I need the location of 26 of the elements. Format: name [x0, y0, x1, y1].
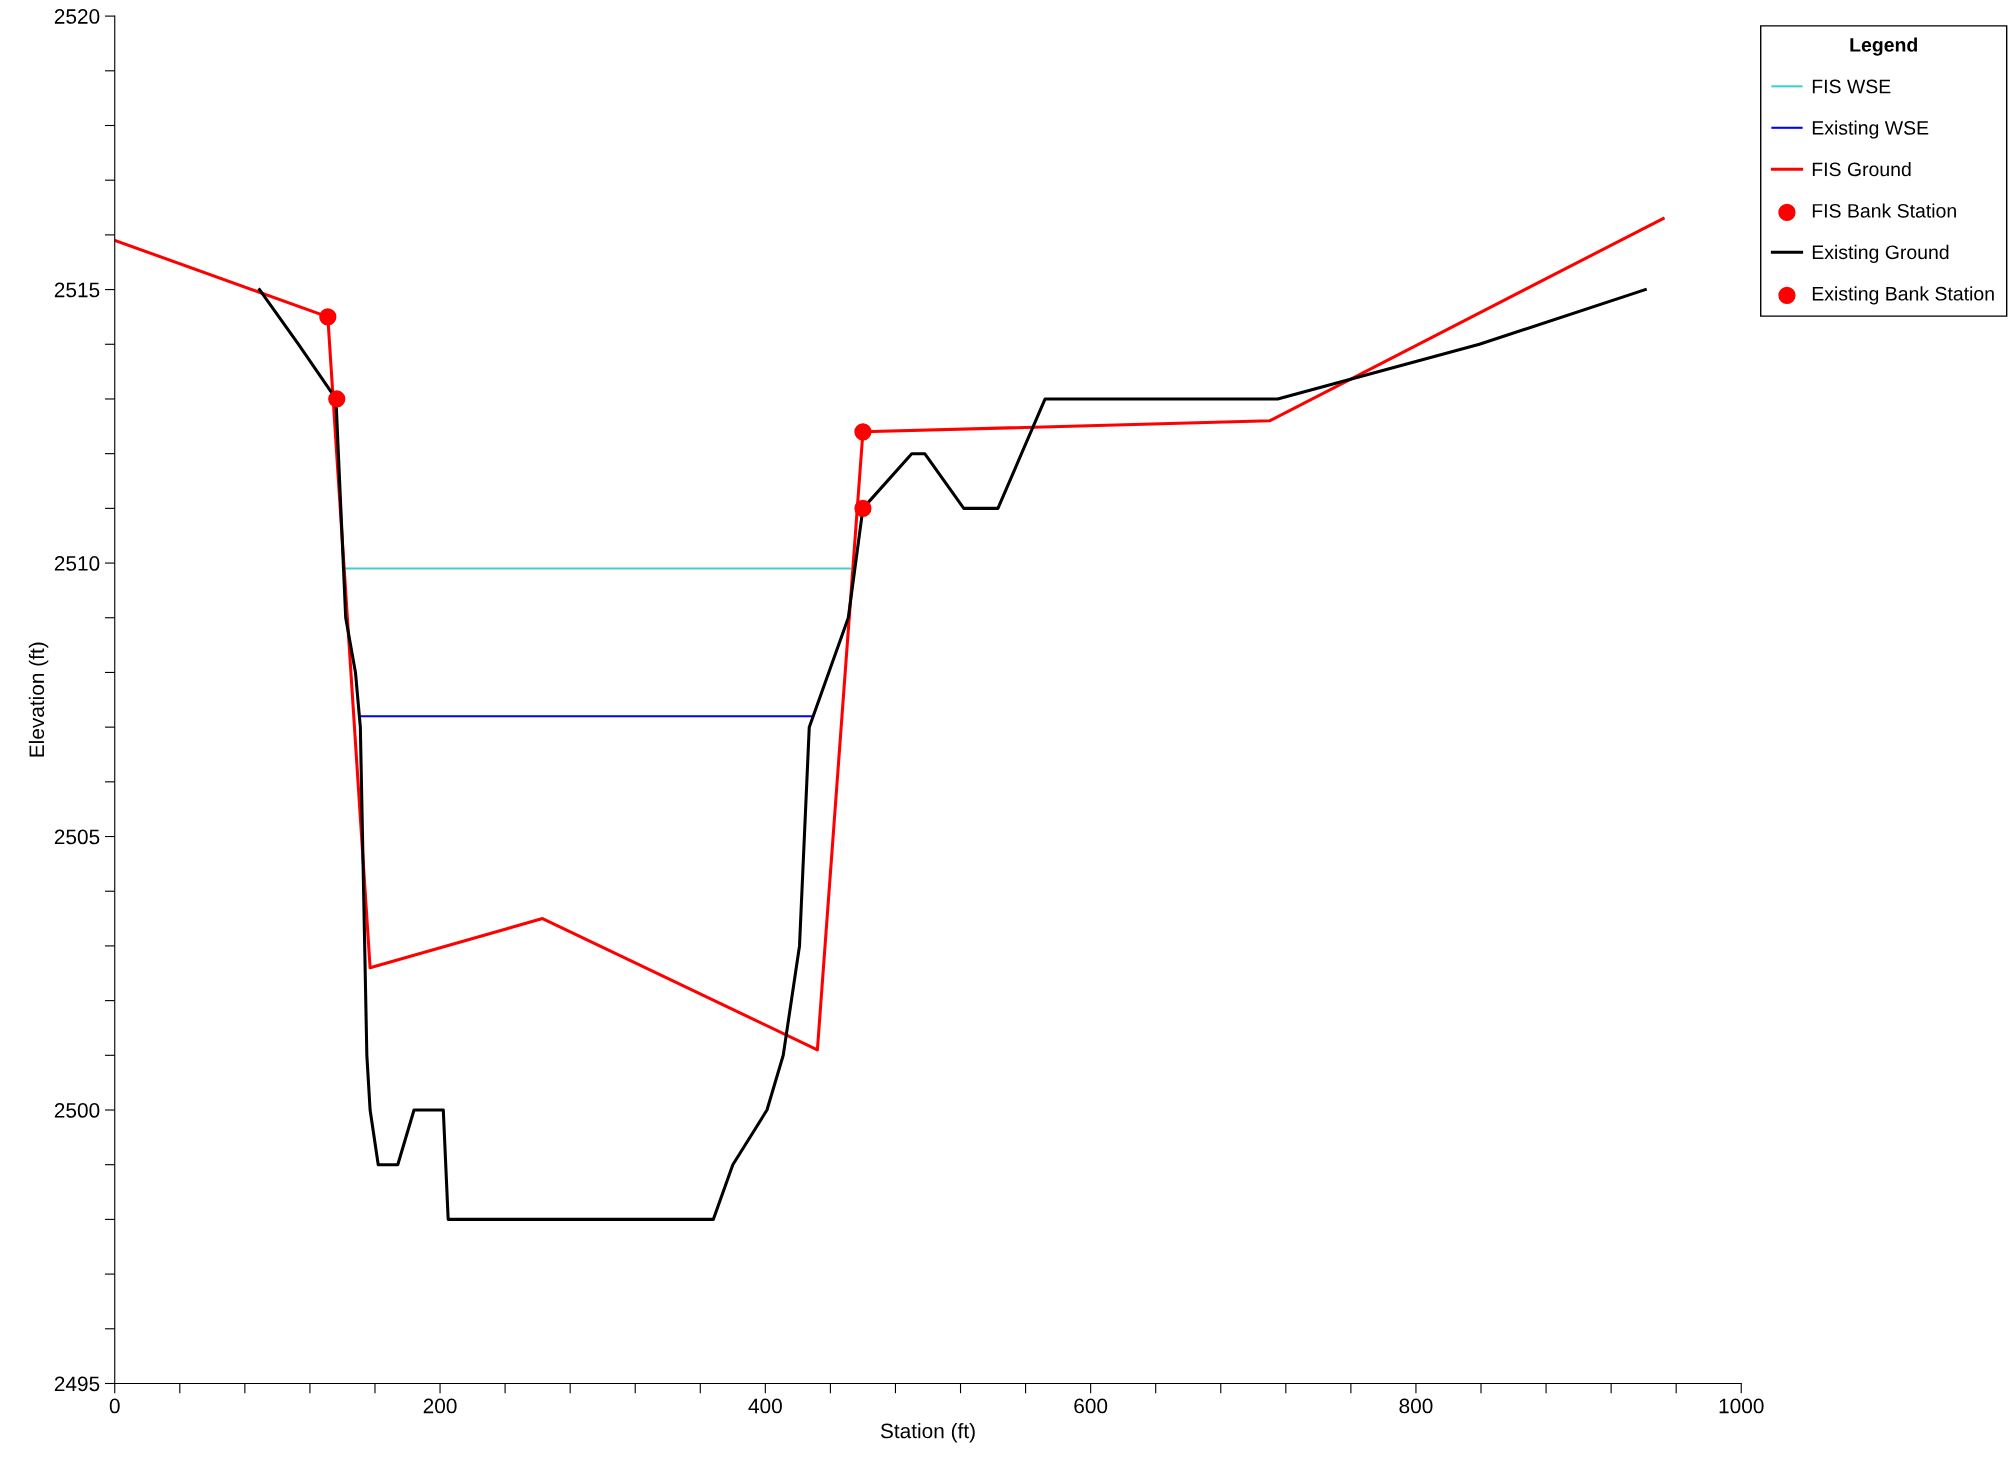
- point: [319, 308, 337, 326]
- legend-label: FIS Ground: [1812, 161, 1911, 177]
- point: [328, 390, 346, 408]
- x-tick-label: 400: [748, 1398, 782, 1414]
- x-tick-label: 0: [109, 1398, 120, 1414]
- x-tick-label: 600: [1074, 1398, 1108, 1414]
- x-tick-label: 1000: [1719, 1398, 1764, 1414]
- legend-label: FIS WSE: [1812, 79, 1891, 94]
- legend-label: Existing Bank Station: [1812, 286, 1994, 305]
- y-tick-label: 2520: [54, 9, 100, 24]
- y-tick-label: 2515: [54, 282, 100, 298]
- y-axis-title: Elevation (ft): [28, 642, 49, 757]
- x-tick-label: 200: [423, 1398, 457, 1414]
- line-series: [257, 288, 1647, 1221]
- point: [854, 499, 872, 517]
- legend-title: Legend: [1850, 37, 1917, 56]
- y-tick-label: 2500: [54, 1103, 100, 1118]
- y-tick-label: 2505: [54, 829, 100, 845]
- point: [854, 423, 872, 441]
- y-tick-label: 2495: [54, 1376, 100, 1392]
- y-tick-label: 2510: [54, 556, 100, 571]
- x-tick-label: 800: [1399, 1398, 1433, 1414]
- legend-label: Existing WSE: [1812, 120, 1929, 139]
- legend-label: Existing Ground: [1812, 244, 1949, 263]
- legend-label: FIS Bank Station: [1812, 203, 1956, 218]
- x-axis-title: Station (ft): [880, 1423, 975, 1443]
